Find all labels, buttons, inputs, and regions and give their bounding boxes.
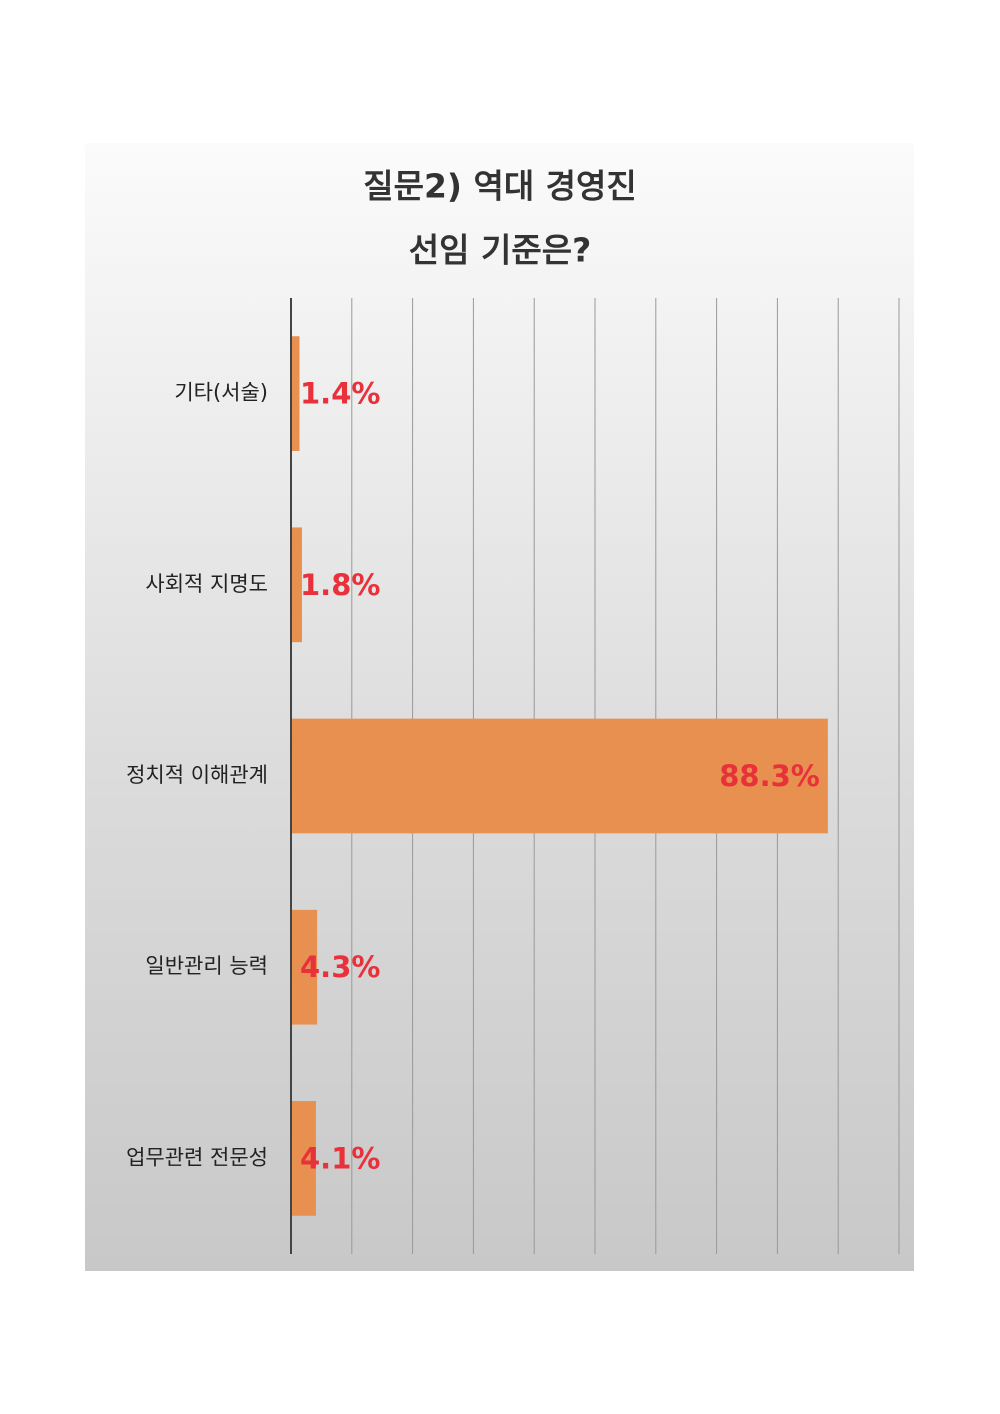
data-label: 1.8%: [300, 568, 380, 602]
y-tick-label: 정치적 이해관계: [126, 763, 268, 787]
bar: [291, 718, 828, 834]
y-tick-label: 사회적 지명도: [145, 572, 268, 596]
chart-title: 질문2) 역대 경영진: [363, 167, 637, 206]
y-tick-label: 업무관련 전문성: [126, 1145, 268, 1169]
data-label: 4.1%: [300, 1141, 380, 1175]
y-tick-label: 일반관리 능력: [145, 954, 268, 978]
data-label: 4.3%: [300, 950, 380, 984]
bar: [291, 1101, 316, 1216]
chart-panel: [85, 143, 914, 1271]
y-tick-label: 기타(서술): [174, 381, 268, 405]
bar: [291, 909, 318, 1025]
bar: [291, 527, 302, 643]
data-label: 1.4%: [300, 377, 380, 411]
bar: [291, 336, 300, 451]
data-label: 88.3%: [719, 759, 820, 793]
chart-title: 선임 기준은?: [409, 231, 591, 270]
